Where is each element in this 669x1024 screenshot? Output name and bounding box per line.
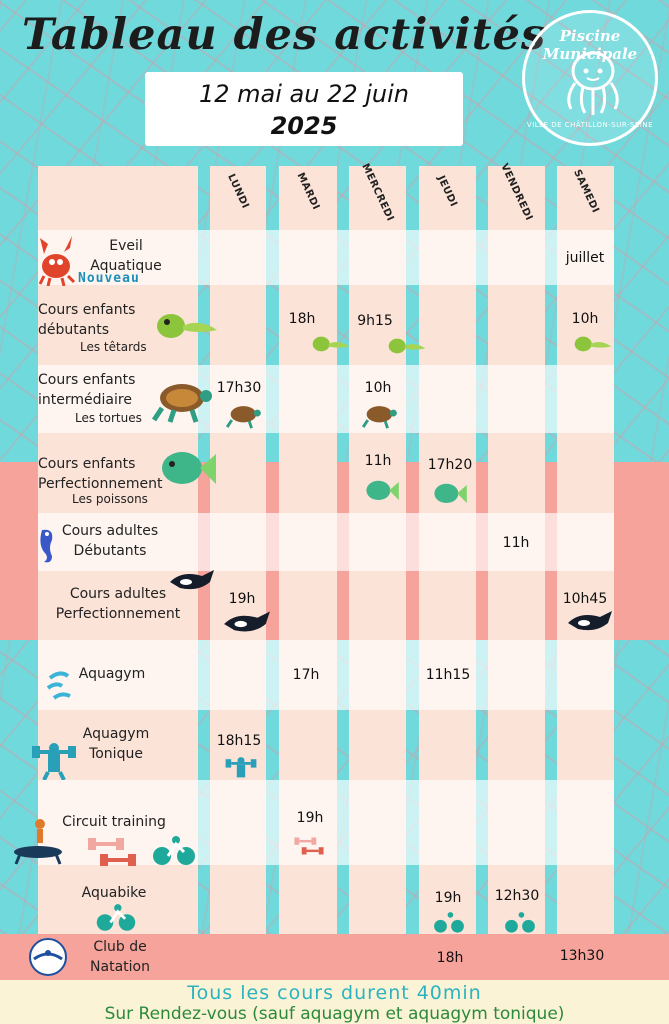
cell-eveil-samedi: juillet bbox=[565, 250, 605, 266]
activity-line: Natation bbox=[90, 959, 150, 975]
cell-aquagym-mardi: 17h bbox=[292, 667, 320, 683]
page-title: Tableau des activités bbox=[22, 10, 547, 60]
activity-line: intermédiaire bbox=[38, 392, 132, 408]
activity-circuit: Circuit training bbox=[34, 812, 194, 832]
cell-club-samedi: 13h30 bbox=[559, 948, 605, 964]
activity-adultes-debutants: Cours adultes Débutants bbox=[30, 521, 190, 561]
row-stripe bbox=[38, 365, 614, 433]
splash-icon bbox=[46, 671, 71, 700]
bike-icon bbox=[434, 912, 464, 933]
orca-icon bbox=[170, 570, 214, 590]
turtle-icon bbox=[226, 406, 261, 429]
cell-enfants-intermediaire-lundi: 17h30 bbox=[216, 380, 262, 396]
activity-sub: Les tortues bbox=[75, 411, 142, 425]
cell-adultes-perf-lundi: 19h bbox=[228, 591, 256, 607]
activity-line: Cours adultes bbox=[69, 586, 167, 602]
turtle-icon bbox=[362, 406, 397, 429]
activity-line: Cours adultes bbox=[61, 523, 159, 539]
orca-icon bbox=[568, 611, 612, 631]
activity-line: Aquagym bbox=[82, 726, 150, 742]
activity-line: Cours enfants bbox=[38, 302, 136, 318]
cell-aquagym-tonique-lundi: 18h15 bbox=[216, 733, 262, 749]
fish-icon bbox=[162, 452, 216, 484]
trampoline-icon bbox=[14, 819, 62, 865]
cell-enfants-perf-mercredi: 11h bbox=[364, 453, 392, 469]
activity-sub: Les têtards bbox=[80, 340, 147, 354]
date-range: 12 mai au 22 juin bbox=[198, 80, 410, 108]
fish-icon bbox=[434, 483, 467, 503]
activity-enfants-perf: Cours enfants Perfectionnement bbox=[0, 454, 190, 494]
activity-line: Aquagym bbox=[78, 666, 146, 682]
weightlifter-icon bbox=[32, 743, 76, 780]
octopus-icon bbox=[567, 51, 619, 115]
bike-icon bbox=[96, 904, 136, 931]
cell-aquabike-jeudi: 19h bbox=[434, 890, 462, 906]
dumbbell-icon bbox=[88, 838, 136, 866]
seahorse-icon bbox=[40, 529, 53, 563]
date-year: 2025 bbox=[270, 112, 338, 140]
activity-enfants-debutants: Cours enfants débutants bbox=[0, 300, 190, 340]
row-stripe bbox=[38, 780, 614, 865]
bike-icon bbox=[505, 912, 535, 933]
piscine-logo: Piscine Municipale VILLE DE CHÂTILLON-SU… bbox=[522, 10, 658, 146]
cell-adultes-debutants-vendredi: 11h bbox=[502, 535, 530, 551]
activity-sub: Les poissons bbox=[72, 492, 148, 506]
activity-line: Perfectionnement bbox=[38, 476, 163, 492]
cell-enfants-debutants-mardi: 18h bbox=[288, 311, 316, 327]
footer: Tous les cours durent 40min Sur Rendez-v… bbox=[0, 980, 669, 1024]
row-stripe bbox=[38, 513, 614, 571]
activity-line: Cours enfants bbox=[38, 456, 136, 472]
footer-appointment: Sur Rendez-vous (sauf aquagym et aquagym… bbox=[104, 1004, 565, 1024]
activity-line: Club de bbox=[93, 939, 147, 955]
crab-icon bbox=[38, 236, 76, 286]
activity-aquabike: Aquabike bbox=[34, 883, 194, 903]
row-stripe bbox=[38, 230, 614, 285]
tadpole-icon bbox=[388, 338, 426, 354]
bike-icon bbox=[153, 836, 195, 865]
activity-line: Tonique bbox=[89, 746, 143, 762]
dumbbell-icon bbox=[294, 837, 324, 855]
cell-enfants-perf-jeudi: 17h20 bbox=[427, 457, 473, 473]
activity-eveil: Eveil Aquatique bbox=[46, 236, 206, 276]
turtle-icon bbox=[152, 384, 212, 423]
logo-city: VILLE DE CHÂTILLON-SUR-SEINE bbox=[526, 121, 654, 129]
cell-enfants-debutants-mercredi: 9h15 bbox=[357, 313, 393, 329]
activity-line: Aquabike bbox=[81, 885, 147, 901]
activity-club: Club de Natation bbox=[40, 937, 200, 977]
cell-enfants-intermediaire-mercredi: 10h bbox=[364, 380, 392, 396]
tadpole-icon bbox=[574, 336, 612, 352]
club-band bbox=[0, 934, 669, 980]
activity-line: Circuit training bbox=[62, 814, 166, 830]
row-stripe bbox=[38, 640, 614, 710]
activity-line: débutants bbox=[38, 322, 109, 338]
cell-aquagym-jeudi: 11h15 bbox=[425, 667, 471, 683]
cell-enfants-debutants-samedi: 10h bbox=[571, 311, 599, 327]
activity-line: Eveil bbox=[109, 238, 143, 254]
tadpole-icon bbox=[157, 314, 217, 338]
cell-club-jeudi: 18h bbox=[436, 950, 464, 966]
activity-line: Perfectionnement bbox=[55, 606, 181, 622]
footer-duration: Tous les cours durent 40min bbox=[187, 982, 482, 1004]
activity-enfants-intermediaire: Cours enfants intermédiaire bbox=[0, 370, 190, 410]
cell-adultes-perf-samedi: 10h45 bbox=[562, 591, 608, 607]
activity-adultes-perf: Cours adultes Perfectionnement bbox=[38, 584, 198, 624]
activity-line: Débutants bbox=[73, 543, 147, 559]
club-logo-icon bbox=[29, 938, 67, 976]
date-range-box: 12 mai au 22 juin 2025 bbox=[145, 72, 463, 146]
activity-line: Aquatique bbox=[90, 258, 162, 274]
cell-circuit-mardi: 19h bbox=[296, 810, 324, 826]
cell-aquabike-vendredi: 12h30 bbox=[494, 888, 540, 904]
activity-aquagym-tonique: Aquagym Tonique bbox=[36, 724, 196, 764]
activity-line: Cours enfants bbox=[38, 372, 136, 388]
fish-icon bbox=[366, 480, 399, 500]
tadpole-icon bbox=[312, 336, 350, 352]
weightlifter-icon bbox=[225, 757, 257, 778]
nouveau-badge: Nouveau bbox=[78, 271, 140, 286]
orca-icon bbox=[224, 611, 270, 632]
activity-aquagym: Aquagym bbox=[32, 664, 192, 684]
